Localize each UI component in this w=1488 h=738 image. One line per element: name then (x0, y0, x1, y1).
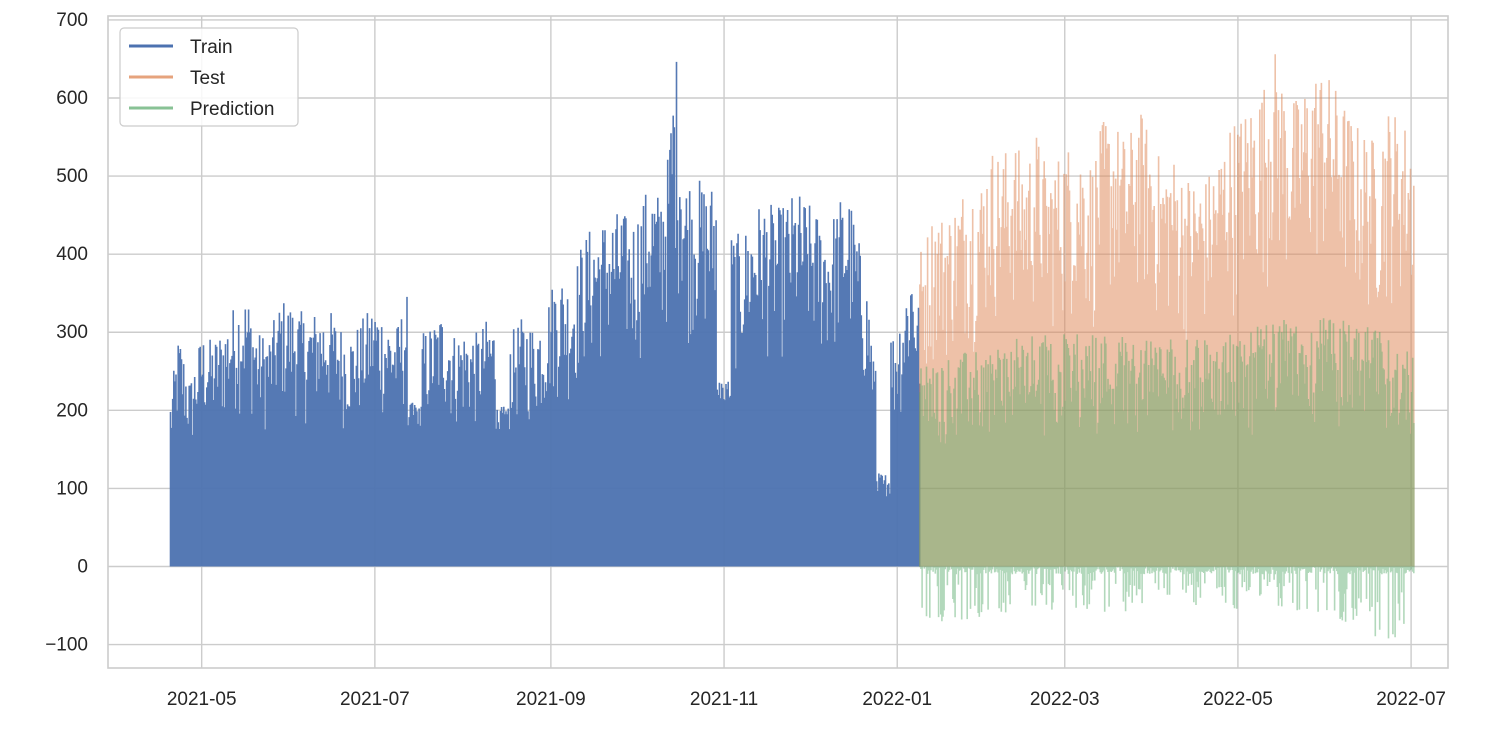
x-tick-label: 2021-05 (167, 689, 237, 710)
y-tick-label: 300 (56, 322, 88, 343)
y-tick-label: −100 (45, 635, 88, 656)
x-tick-label: 2021-11 (690, 689, 758, 710)
y-tick-label: 600 (56, 88, 88, 109)
y-tick-label: 200 (56, 400, 88, 421)
legend: Train Test Prediction (119, 27, 299, 127)
legend-label-prediction: Prediction (190, 99, 275, 120)
x-tick-label: 2021-07 (340, 689, 410, 710)
series-test-line (919, 54, 1415, 567)
x-tick-label: 2022-05 (1203, 689, 1273, 710)
series-train-line (169, 61, 921, 567)
legend-box (119, 27, 299, 127)
x-tick-label: 2022-07 (1376, 689, 1446, 710)
legend-label-train: Train (190, 37, 233, 58)
series-prediction-line (919, 318, 1415, 639)
x-axis-ticks: 2021-05 2021-07 2021-09 2021-11 2022-01 2022-… (167, 689, 1446, 710)
y-tick-label: 400 (56, 244, 88, 265)
x-tick-label: 2022-03 (1030, 689, 1100, 710)
legend-label-test: Test (190, 68, 226, 89)
y-tick-label: 700 (56, 10, 88, 31)
y-axis-ticks: −100 0 100 200 300 400 500 600 700 (45, 10, 88, 656)
series-layer (169, 54, 1415, 639)
y-tick-label: 500 (56, 166, 88, 187)
x-tick-label: 2022-01 (862, 689, 932, 710)
y-tick-label: 0 (77, 556, 88, 577)
x-tick-label: 2021-09 (516, 689, 586, 710)
y-tick-label: 100 (56, 478, 88, 499)
